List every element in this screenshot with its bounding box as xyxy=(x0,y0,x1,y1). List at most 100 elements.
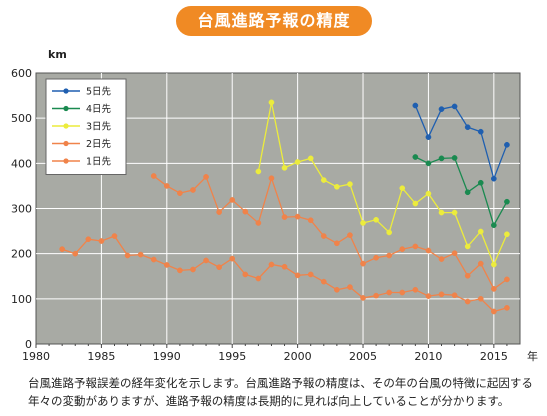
data-point xyxy=(477,295,484,302)
x-tick-label: 2005 xyxy=(349,350,377,363)
series-3日先 xyxy=(255,99,510,268)
data-point xyxy=(255,220,262,226)
data-point xyxy=(438,155,445,162)
data-point xyxy=(72,250,79,257)
data-point xyxy=(177,267,183,274)
data-point xyxy=(438,291,445,298)
data-point xyxy=(203,174,209,180)
data-point xyxy=(124,252,131,259)
data-point xyxy=(242,271,249,278)
data-point xyxy=(425,293,432,299)
data-point xyxy=(490,308,497,315)
y-axis-label: km xyxy=(48,48,67,61)
data-point xyxy=(190,266,196,273)
data-point xyxy=(490,286,497,292)
data-point xyxy=(268,99,275,106)
data-point xyxy=(451,250,458,257)
data-point xyxy=(320,278,327,285)
y-tick-label: 600 xyxy=(11,67,32,80)
y-tick-label: 100 xyxy=(11,293,32,306)
data-point xyxy=(320,177,327,183)
chart-title: 台風進路予報の精度 xyxy=(176,6,372,36)
data-point xyxy=(203,257,209,264)
data-point xyxy=(373,216,379,223)
legend-swatch-marker xyxy=(63,123,69,129)
y-tick-label: 200 xyxy=(11,248,32,261)
data-point xyxy=(425,134,432,140)
series-2日先 xyxy=(150,173,510,292)
data-point xyxy=(98,238,105,244)
line-chart: 0 100 200 300 400 500 600 1980 1985 1990 1995 2000 2… xyxy=(11,48,538,363)
legend-entry-label: 3日先 xyxy=(86,121,112,133)
data-point xyxy=(477,228,484,235)
series-1日先 xyxy=(59,233,510,315)
data-point xyxy=(412,154,419,160)
data-point xyxy=(425,190,432,197)
x-tick-label: 1990 xyxy=(153,350,181,363)
data-point xyxy=(386,289,393,296)
data-point xyxy=(438,256,445,262)
data-point xyxy=(334,183,340,190)
data-point xyxy=(386,252,393,259)
data-point xyxy=(504,276,510,283)
data-point xyxy=(399,289,406,296)
series-line xyxy=(153,175,508,290)
data-point xyxy=(504,231,510,238)
data-point xyxy=(347,181,353,187)
data-point xyxy=(490,175,497,182)
data-point xyxy=(360,295,366,301)
data-point xyxy=(412,200,419,207)
data-point xyxy=(216,209,222,215)
data-point xyxy=(451,103,458,110)
data-point xyxy=(360,220,366,226)
data-point xyxy=(477,179,484,186)
data-point xyxy=(412,102,419,109)
data-point xyxy=(242,208,249,215)
legend-entry-label: 2日先 xyxy=(86,138,112,150)
series-line xyxy=(414,105,508,181)
data-point xyxy=(334,240,340,247)
data-point xyxy=(150,256,157,263)
data-point xyxy=(451,155,458,161)
x-tick-label: 1995 xyxy=(218,350,246,363)
x-tick-label: 2015 xyxy=(480,350,508,363)
axes: 0 100 200 300 400 500 600 1980 1985 1990 1995 2000 2… xyxy=(11,48,538,363)
data-point xyxy=(307,155,314,162)
y-tick-label: 400 xyxy=(11,157,32,170)
data-point xyxy=(150,173,157,179)
data-point xyxy=(504,198,510,205)
data-point xyxy=(255,275,262,282)
legend-box xyxy=(45,78,127,175)
data-point xyxy=(464,124,471,131)
data-point xyxy=(229,197,236,203)
data-point xyxy=(464,243,471,250)
data-point xyxy=(255,168,262,175)
legend-swatch-marker xyxy=(63,158,69,164)
data-point xyxy=(451,209,458,216)
legend-entry-label: 4日先 xyxy=(86,103,112,115)
data-point xyxy=(307,271,314,278)
data-point xyxy=(504,305,510,311)
x-tick-label: 2010 xyxy=(414,350,442,363)
data-point xyxy=(294,213,301,220)
y-tick-label: 500 xyxy=(11,112,32,125)
legend-entry-label: 1日先 xyxy=(86,156,112,168)
data-point xyxy=(360,260,366,267)
data-point xyxy=(190,187,196,193)
data-point xyxy=(490,222,497,229)
data-point xyxy=(216,264,222,271)
data-point xyxy=(85,236,92,243)
chart-caption: 台風進路予報誤差の経年変化を示します。台風進路予報の精度は、その年の台風の特徴に… xyxy=(28,376,533,408)
data-point xyxy=(281,214,288,220)
data-point xyxy=(464,189,471,196)
data-point xyxy=(111,233,118,239)
data-point xyxy=(412,286,419,293)
data-point xyxy=(281,263,288,270)
data-point xyxy=(294,159,301,165)
data-point xyxy=(307,217,314,224)
data-point xyxy=(490,261,497,268)
legend: 5日先 4日先 3日先 2日先 1日先 xyxy=(45,78,127,175)
data-point xyxy=(347,284,353,290)
data-point xyxy=(137,251,144,258)
legend-swatch-marker xyxy=(63,88,69,94)
